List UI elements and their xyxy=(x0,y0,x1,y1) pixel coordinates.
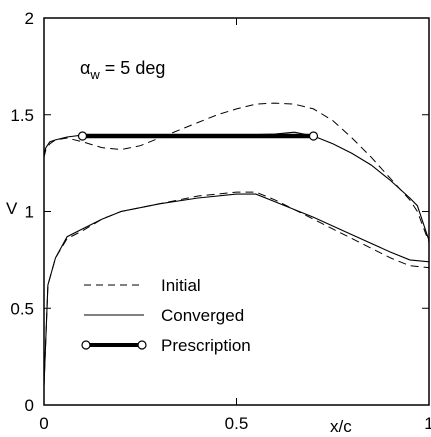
series-prescription-endpoint xyxy=(308,131,319,141)
series-layer xyxy=(43,102,430,386)
y-tick-label: 0 xyxy=(25,396,34,415)
legend-label-initial: Initial xyxy=(161,276,201,295)
series-initial-upper-line xyxy=(43,102,430,243)
y-tick-label: 1 xyxy=(25,203,34,222)
legend-label-prescription: Prescription xyxy=(161,336,251,355)
annotation-subscript: w xyxy=(89,67,100,82)
annotation-text: = 5 deg xyxy=(100,58,166,78)
x-axis-label: x/c xyxy=(330,417,352,436)
legend-swatch-prescription-end-marker xyxy=(137,340,147,350)
series-converged-upper-line xyxy=(43,131,430,241)
tick-labels: 0 0.5 1 0 0.5 1 1.5 2 xyxy=(10,9,431,433)
x-tick-label: 0 xyxy=(39,414,48,433)
annotation-alpha: αw = 5 deg xyxy=(80,58,165,82)
y-tick-label: 0.5 xyxy=(10,299,34,318)
x-tick-label: 0.5 xyxy=(225,414,249,433)
axis-ticks xyxy=(43,17,430,406)
y-tick-label: 1.5 xyxy=(10,106,34,125)
legend-label-converged: Converged xyxy=(161,306,244,325)
series-initial-lower-line xyxy=(43,191,430,386)
x-tick-label: 1 xyxy=(424,414,431,433)
legend-swatch-prescription-start-marker xyxy=(81,340,91,350)
series-converged-lower-line xyxy=(43,193,430,386)
annotation-symbol: α xyxy=(80,58,90,78)
y-tick-label: 2 xyxy=(25,9,34,28)
legend: Initial Converged Prescription xyxy=(81,276,251,355)
y-axis-label: V xyxy=(6,199,18,218)
series-prescription-endpoint xyxy=(77,131,88,141)
